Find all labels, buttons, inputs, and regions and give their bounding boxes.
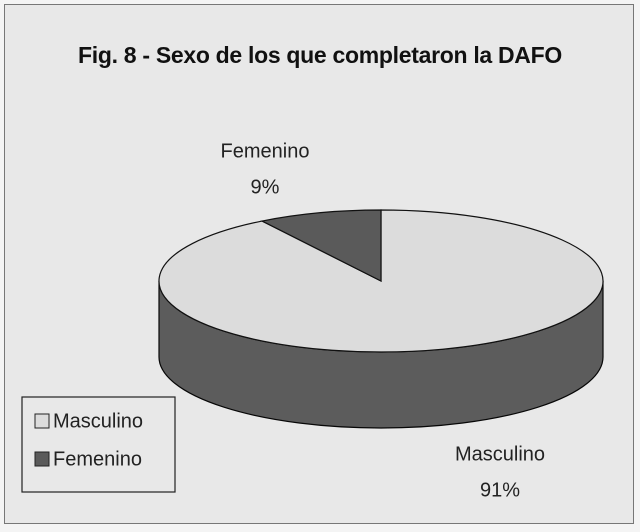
legend-label: Masculino (53, 410, 143, 432)
legend-box (21, 396, 176, 493)
pie-slice (158, 209, 604, 353)
legend-swatch (34, 413, 50, 429)
legend-swatch (34, 451, 50, 467)
data-label-value: 91% (480, 479, 520, 501)
data-label-name: Masculino (455, 443, 545, 465)
chart-title: Fig. 8 - Sexo de los que completaron la … (78, 42, 562, 68)
data-label-value: 9% (251, 176, 280, 198)
pie-slice (260, 209, 382, 282)
legend-label: Femenino (53, 448, 142, 470)
data-label-name: Femenino (221, 140, 310, 162)
